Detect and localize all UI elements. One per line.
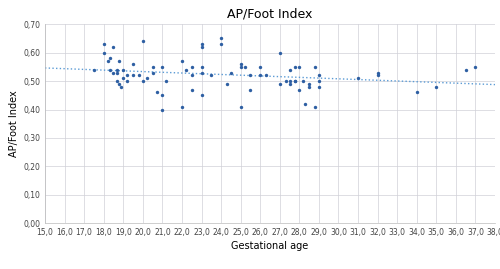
Point bbox=[90, 68, 98, 72]
Point bbox=[129, 62, 137, 66]
Point bbox=[217, 42, 225, 46]
Point bbox=[296, 87, 304, 92]
Point bbox=[106, 68, 114, 72]
Point bbox=[292, 79, 300, 83]
Point bbox=[256, 73, 264, 77]
Point bbox=[296, 65, 304, 69]
Point bbox=[315, 73, 323, 77]
Point bbox=[354, 76, 362, 80]
Point bbox=[286, 79, 294, 83]
Point bbox=[208, 73, 216, 77]
Point bbox=[432, 85, 440, 89]
Point bbox=[188, 87, 196, 92]
Title: AP/Foot Index: AP/Foot Index bbox=[228, 7, 312, 20]
Point bbox=[106, 56, 114, 61]
Point bbox=[276, 51, 284, 55]
Point bbox=[311, 105, 319, 109]
Point bbox=[276, 82, 284, 86]
Point bbox=[198, 65, 205, 69]
Point bbox=[246, 87, 254, 92]
Point bbox=[198, 70, 205, 75]
Point bbox=[120, 68, 128, 72]
Point bbox=[286, 82, 294, 86]
Point bbox=[148, 65, 156, 69]
Point bbox=[223, 82, 231, 86]
Point bbox=[315, 79, 323, 83]
Point bbox=[300, 79, 308, 83]
Point bbox=[262, 73, 270, 77]
X-axis label: Gestational age: Gestational age bbox=[232, 241, 308, 251]
Point bbox=[178, 59, 186, 63]
Point bbox=[148, 70, 156, 75]
Point bbox=[301, 102, 309, 106]
Point bbox=[462, 68, 469, 72]
Point bbox=[118, 85, 126, 89]
Point bbox=[374, 70, 382, 75]
Point bbox=[114, 68, 122, 72]
Point bbox=[129, 73, 137, 77]
Point bbox=[104, 59, 112, 63]
Point bbox=[472, 65, 480, 69]
Point bbox=[246, 73, 254, 77]
Point bbox=[139, 39, 147, 43]
Point bbox=[236, 62, 244, 66]
Point bbox=[305, 85, 313, 89]
Point bbox=[142, 76, 150, 80]
Point bbox=[110, 45, 118, 49]
Point bbox=[188, 65, 196, 69]
Point bbox=[240, 65, 248, 69]
Point bbox=[282, 79, 290, 83]
Point bbox=[292, 79, 300, 83]
Point bbox=[412, 90, 420, 95]
Point bbox=[198, 45, 205, 49]
Point bbox=[162, 79, 170, 83]
Point bbox=[116, 82, 124, 86]
Y-axis label: AP/Foot Index: AP/Foot Index bbox=[9, 90, 19, 157]
Point bbox=[152, 90, 160, 95]
Point bbox=[305, 82, 313, 86]
Point bbox=[114, 70, 122, 75]
Point bbox=[374, 73, 382, 77]
Point bbox=[100, 51, 108, 55]
Point bbox=[198, 93, 205, 97]
Point bbox=[139, 79, 147, 83]
Point bbox=[123, 79, 131, 83]
Point bbox=[116, 59, 124, 63]
Point bbox=[286, 68, 294, 72]
Point bbox=[236, 65, 244, 69]
Point bbox=[292, 65, 300, 69]
Point bbox=[182, 68, 190, 72]
Point bbox=[198, 42, 205, 46]
Point bbox=[188, 73, 196, 77]
Point bbox=[110, 70, 118, 75]
Point bbox=[158, 65, 166, 69]
Point bbox=[100, 42, 108, 46]
Point bbox=[158, 107, 166, 112]
Point bbox=[114, 79, 122, 83]
Point bbox=[178, 105, 186, 109]
Point bbox=[311, 65, 319, 69]
Point bbox=[123, 73, 131, 77]
Point bbox=[158, 93, 166, 97]
Point bbox=[217, 36, 225, 41]
Point bbox=[236, 105, 244, 109]
Point bbox=[227, 70, 235, 75]
Point bbox=[315, 85, 323, 89]
Point bbox=[256, 65, 264, 69]
Point bbox=[135, 73, 143, 77]
Point bbox=[120, 76, 128, 80]
